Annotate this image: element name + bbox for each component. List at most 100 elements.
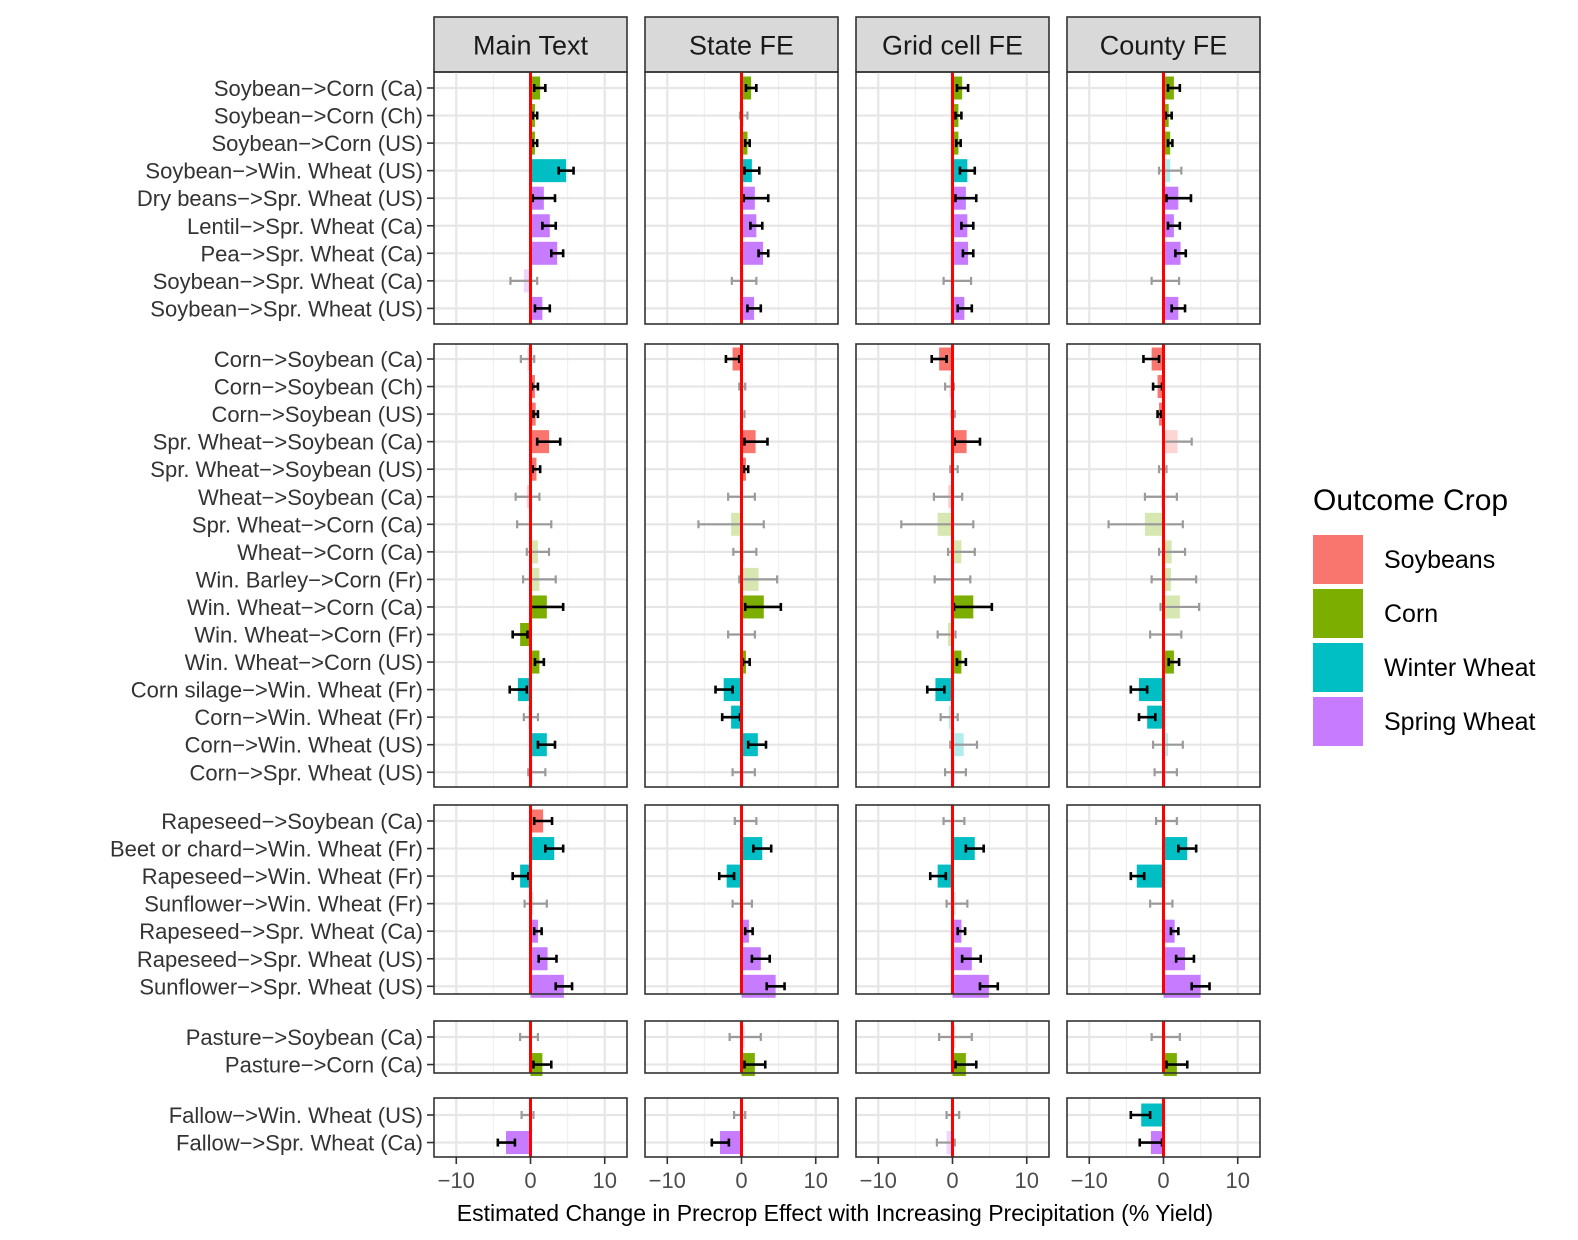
bar-pea-spr-wheat-ca xyxy=(741,241,764,265)
panel-state-fe-group-1 xyxy=(644,71,839,325)
errorbar-rapeseed-spr-wheat-ca xyxy=(956,927,967,936)
errorbar-corn-silage-win-wheat-fr xyxy=(508,685,529,694)
errorbar-pasture-corn-ca xyxy=(743,1060,767,1069)
bar-beet-or-chard-win-wheat-fr xyxy=(741,837,763,861)
row-label-rapeseed-soybean-ca: Rapeseed−>Soybean (Ca) xyxy=(161,809,423,834)
x-tick-label: −10 xyxy=(438,1168,475,1193)
bar-beet-or-chard-win-wheat-fr xyxy=(1163,837,1188,861)
row-label-lentil-spr-wheat-ca: Lentil−>Spr. Wheat (Ca) xyxy=(187,214,423,239)
row-label-spr-wheat-corn-ca: Spr. Wheat−>Corn (Ca) xyxy=(192,512,423,537)
panel-main-text-group-1 xyxy=(433,71,628,325)
errorbar-win-barley-corn-fr xyxy=(521,575,557,584)
panel-border xyxy=(1066,804,1261,995)
x-tick-label: 10 xyxy=(803,1168,827,1193)
errorbar-dry-beans-spr-wheat-us xyxy=(742,194,770,203)
row-label-corn-soybean-ca: Corn−>Soybean (Ca) xyxy=(214,347,423,372)
errorbar-rapeseed-spr-wheat-ca xyxy=(743,927,754,936)
errorbar-corn-win-wheat-fr xyxy=(939,713,959,722)
x-tick-label: −10 xyxy=(860,1168,897,1193)
errorbar-sunflower-spr-wheat-us xyxy=(978,982,1000,991)
row-label-win-wheat-corn-us: Win. Wheat−>Corn (US) xyxy=(185,650,423,675)
row-label-soybean-corn-ca: Soybean−>Corn (Ca) xyxy=(214,76,423,101)
row-label-corn-win-wheat-us: Corn−>Win. Wheat (US) xyxy=(185,733,423,758)
errorbar-corn-spr-wheat-us xyxy=(1153,768,1178,777)
errorbar-dry-beans-spr-wheat-us xyxy=(954,194,978,203)
bar-pea-spr-wheat-ca xyxy=(1163,241,1181,265)
errorbar-soybean-spr-wheat-ca xyxy=(509,276,539,285)
row-label-sunflower-win-wheat-fr: Sunflower−>Win. Wheat (Fr) xyxy=(144,892,423,917)
panel-border xyxy=(1066,71,1261,325)
bar-pea-spr-wheat-ca xyxy=(952,241,969,265)
x-tick-label: 10 xyxy=(592,1168,616,1193)
errorbar-pea-spr-wheat-ca xyxy=(961,249,975,258)
errorbar-soybean-win-wheat-us xyxy=(958,166,977,175)
row-label-spr-wheat-soybean-us: Spr. Wheat−>Soybean (US) xyxy=(150,457,423,482)
panel-border xyxy=(433,343,628,788)
panel-border xyxy=(433,804,628,995)
errorbar-pasture-corn-ca xyxy=(1165,1060,1189,1069)
row-label-rapeseed-spr-wheat-us: Rapeseed−>Spr. Wheat (US) xyxy=(137,947,423,972)
errorbar-spr-wheat-corn-ca xyxy=(900,520,975,529)
row-label-wheat-soybean-ca: Wheat−>Soybean (Ca) xyxy=(198,485,423,510)
errorbar-rapeseed-soybean-ca xyxy=(532,817,554,825)
errorbar-corn-soybean-ca xyxy=(930,355,948,363)
errorbar-corn-win-wheat-fr xyxy=(1137,713,1157,722)
legend-label-corn: Corn xyxy=(1384,600,1438,628)
legend: Outcome Crop Soybeans Corn Winter Wheat Spr… xyxy=(1313,484,1536,746)
bar-beet-or-chard-win-wheat-fr xyxy=(952,837,975,861)
bar-soybean-win-wheat-us xyxy=(530,159,567,183)
errorbar-soybean-corn-us xyxy=(531,139,539,148)
errorbar-rapeseed-spr-wheat-us xyxy=(1174,954,1196,963)
row-label-fallow-win-wheat-us: Fallow−>Win. Wheat (US) xyxy=(169,1103,423,1128)
errorbar-wheat-corn-ca xyxy=(732,547,758,556)
errorbar-win-wheat-corn-ca xyxy=(743,602,783,611)
errorbar-rapeseed-win-wheat-fr xyxy=(928,872,948,881)
panel-border xyxy=(855,1020,1050,1074)
panel-border xyxy=(1066,1020,1261,1074)
bar-sunflower-spr-wheat-us xyxy=(1163,974,1201,998)
errorbar-soybean-corn-ca xyxy=(744,84,758,92)
errorbar-wheat-soybean-ca xyxy=(1143,492,1178,501)
row-label-corn-soybean-ch: Corn−>Soybean (Ch) xyxy=(214,375,423,400)
legend-key-soybeans xyxy=(1313,535,1363,584)
row-label-wheat-corn-ca: Wheat−>Corn (Ca) xyxy=(237,540,423,565)
errorbar-spr-wheat-soybean-us xyxy=(742,465,750,474)
errorbar-pasture-soybean-ca xyxy=(938,1033,973,1041)
errorbar-spr-wheat-soybean-ca xyxy=(953,437,982,446)
errorbar-soybean-corn-us xyxy=(743,139,751,148)
errorbar-win-barley-corn-fr xyxy=(1150,575,1198,584)
panel-border xyxy=(1066,343,1261,788)
row-label-rapeseed-win-wheat-fr: Rapeseed−>Win. Wheat (Fr) xyxy=(142,864,423,889)
errorbar-soybean-corn-us xyxy=(954,139,962,148)
legend-label-spring-wheat: Spring Wheat xyxy=(1384,708,1536,736)
panel-county-fe-group-2 xyxy=(1066,343,1261,788)
errorbar-soybean-spr-wheat-us xyxy=(956,304,974,313)
row-label-pasture-soybean-ca: Pasture−>Soybean (Ca) xyxy=(186,1025,423,1050)
bar-rapeseed-win-wheat-fr xyxy=(1136,864,1164,888)
errorbar-soybean-win-wheat-us xyxy=(557,166,575,175)
panel-border xyxy=(644,343,839,788)
errorbar-pasture-soybean-ca xyxy=(728,1033,762,1041)
errorbar-corn-soybean-ca xyxy=(1142,355,1161,363)
panel-grid-cell-fe-group-4 xyxy=(855,1020,1050,1077)
x-tick-label: 0 xyxy=(1157,1168,1169,1193)
errorbar-corn-spr-wheat-us xyxy=(731,768,756,777)
x-tick-label: 10 xyxy=(1014,1168,1038,1193)
errorbar-pea-spr-wheat-ca xyxy=(757,249,770,258)
panel-county-fe-group-3 xyxy=(1066,804,1261,998)
row-label-spr-wheat-soybean-ca: Spr. Wheat−>Soybean (Ca) xyxy=(153,430,423,455)
errorbar-rapeseed-soybean-ca xyxy=(1154,817,1178,825)
row-label-soybean-spr-wheat-us: Soybean−>Spr. Wheat (US) xyxy=(150,296,423,321)
errorbar-lentil-spr-wheat-ca xyxy=(1166,221,1182,230)
x-tick-label: −10 xyxy=(1071,1168,1108,1193)
legend-label-winter-wheat: Winter Wheat xyxy=(1384,654,1535,682)
errorbar-win-wheat-corn-us xyxy=(533,658,546,667)
errorbar-pea-spr-wheat-ca xyxy=(1174,249,1188,258)
row-label-soybean-spr-wheat-ca: Soybean−>Spr. Wheat (Ca) xyxy=(153,269,423,294)
errorbar-corn-spr-wheat-us xyxy=(943,768,967,777)
bar-lentil-spr-wheat-ca xyxy=(530,214,550,238)
bar-lentil-spr-wheat-ca xyxy=(952,214,968,238)
errorbar-rapeseed-spr-wheat-us xyxy=(750,954,772,963)
panel-state-fe-group-2 xyxy=(644,343,839,788)
